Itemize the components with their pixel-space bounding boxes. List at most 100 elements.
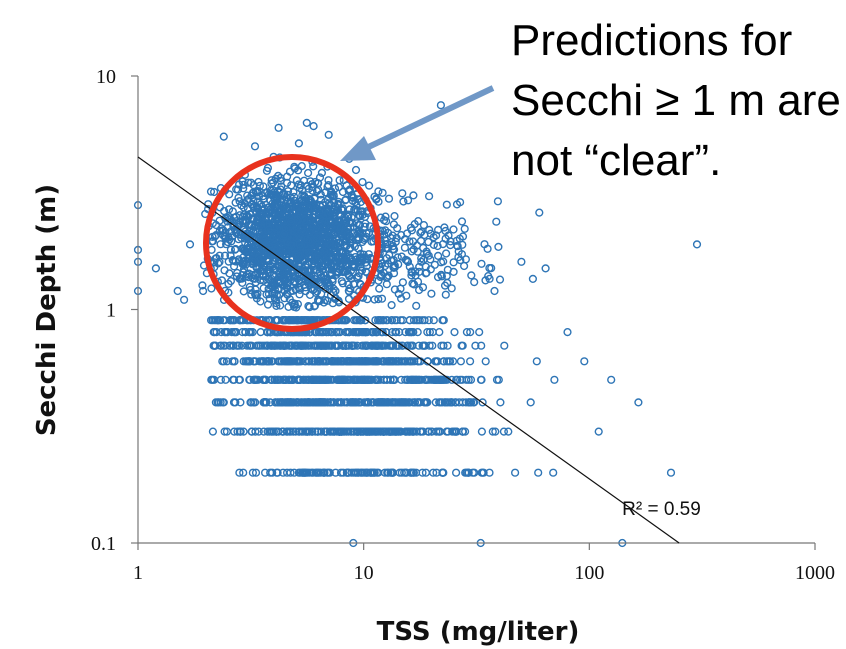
data-point [402,427,411,436]
data-point [397,252,406,261]
data-point [253,215,262,224]
data-point [270,188,279,197]
data-point [268,341,277,350]
data-point [208,427,218,436]
data-point [456,198,465,207]
data-point [274,123,283,132]
data-point [236,427,245,436]
data-point [272,299,281,308]
data-point [341,267,350,276]
data-point [371,328,380,337]
highlight-circle [203,154,381,332]
data-point [412,241,422,250]
data-point [453,241,462,251]
data-point [244,195,253,204]
data-point [453,375,462,384]
data-point [500,341,509,350]
data-point [304,375,314,384]
data-point [289,233,298,242]
data-point [418,316,427,325]
data-point [367,357,377,366]
data-point [388,328,397,337]
data-point [333,267,343,276]
data-point [268,178,278,187]
data-point [352,255,361,264]
data-point [259,253,268,263]
data-point [526,398,535,407]
data-point [399,197,408,206]
data-point [261,213,270,222]
data-point [407,247,416,256]
data-point [324,176,333,185]
data-point [226,277,236,286]
data-point [447,398,456,407]
data-point [317,427,326,436]
data-point [448,357,458,366]
data-point [210,187,219,197]
data-point [231,257,240,266]
data-point [426,255,435,264]
data-point [282,246,291,255]
data-point [425,328,435,337]
data-point [483,244,492,253]
data-point [352,427,361,436]
data-point [360,357,369,366]
data-point [351,316,361,325]
data-point [389,263,399,272]
data-point [312,234,321,243]
data-point [356,398,365,407]
data-point [349,328,358,337]
data-point [447,375,456,384]
data-point [304,204,313,213]
data-point [358,207,367,216]
data-point [405,316,414,325]
data-point [376,427,385,436]
data-point [447,284,456,293]
data-point [358,468,368,477]
data-point [264,213,274,222]
data-point [247,290,256,299]
data-point [324,130,333,139]
data-point [409,316,419,325]
data-point [251,398,260,407]
data-point [225,269,234,278]
data-point [458,240,467,249]
data-point [295,341,305,350]
data-point [407,226,417,235]
data-point [353,227,362,236]
data-point [342,252,351,261]
data-point [359,341,368,350]
data-point [384,244,393,253]
data-point [337,398,346,407]
data-point [460,224,469,233]
y-tick-label: 0.1 [91,533,116,555]
data-point [230,357,239,366]
data-point [217,276,227,285]
data-point [417,257,426,266]
data-point [331,294,340,304]
data-point [295,283,304,293]
data-point [367,341,376,350]
data-point [208,375,217,384]
data-point [439,257,448,266]
data-point [251,427,260,436]
data-point [370,295,379,304]
data-point [442,249,451,258]
data-point [272,427,281,436]
data-point [347,213,356,222]
data-point [425,225,434,235]
data-point [304,236,313,246]
data-point [309,162,318,171]
data-point [256,297,265,306]
data-point [457,341,466,350]
data-point [310,211,319,220]
data-point [398,189,407,198]
data-point [249,181,258,190]
data-point [220,232,230,241]
data-point [381,212,390,221]
data-point [338,232,347,241]
data-point [379,427,388,436]
data-point [339,468,348,477]
data-point [306,216,315,225]
data-point [534,468,543,477]
